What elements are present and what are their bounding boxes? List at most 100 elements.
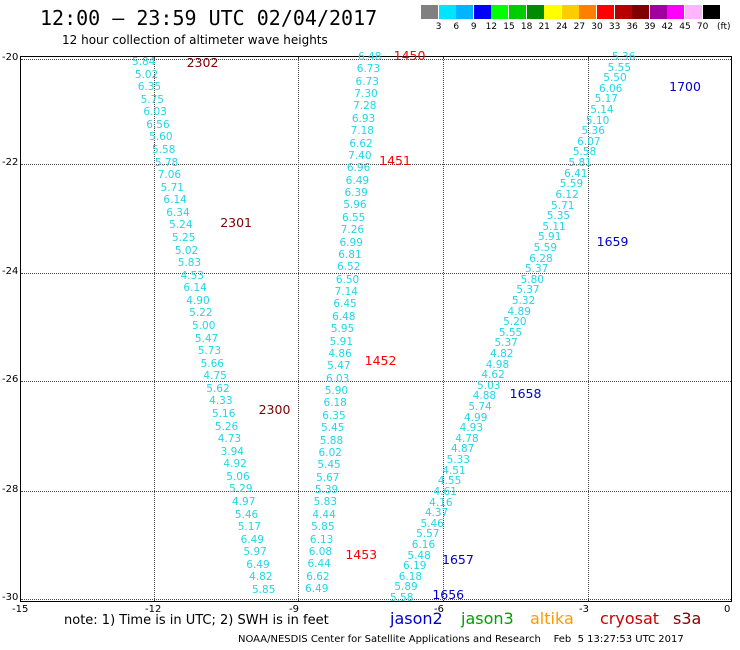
color-scale-swatch [614,5,632,19]
y-tick-label: -26 [2,374,19,385]
color-scale-swatch [438,5,456,19]
wave-height-value: 6.73 [355,75,379,88]
wave-height-value: 5.89 [394,581,418,594]
wave-height-value: 4.93 [459,422,484,435]
color-scale-label: 70 [696,22,709,32]
wave-height-value: 6.18 [323,397,347,410]
legend-item-cryosat: cryosat [600,609,660,628]
credit-line: NOAA/NESDIS Center for Satellite Applica… [238,634,684,645]
color-scale-label: 39 [644,22,656,32]
wave-height-value: 5.58 [572,146,597,159]
wave-height-value: 6.48 [332,310,356,323]
pass-time-label: 1659 [596,234,629,250]
wave-height-value: 5.95 [330,323,355,336]
y-tick-label: -28 [2,484,19,495]
wave-height-value: 6.49 [345,174,370,187]
legend-item-jason2: jason2 [390,609,443,628]
wave-height-value: 7.18 [350,125,374,138]
color-scale-label: 18 [520,22,533,32]
wave-height-value: 5.26 [214,420,239,433]
wave-height-value: 7.14 [334,286,358,299]
wave-height-value: 7.30 [354,88,378,101]
wave-height-value: 6.02 [318,446,342,459]
wave-height-value: 6.48 [358,51,382,63]
color-scale-swatch [632,5,650,19]
x-tick-label: -9 [289,604,299,615]
wave-height-value: 4.88 [472,390,497,403]
map-plot-area [20,56,732,602]
wave-height-value: 6.62 [349,137,373,150]
wave-height-value: 6.49 [240,533,264,546]
wave-height-value: 6.73 [356,63,381,76]
color-scale-label: 9 [470,22,477,32]
wave-height-value: 4.62 [481,369,505,382]
grid-line-horizontal [21,273,731,274]
wave-height-value: 5.37 [494,337,518,350]
wave-height-value: 5.02 [134,68,159,81]
wave-height-value: 5.84 [132,56,156,68]
wave-height-value: 5.25 [172,232,196,244]
x-tick-label: -3 [579,604,589,615]
wave-height-value: 6.03 [325,372,350,385]
wave-height-value: 6.81 [338,248,362,261]
wave-height-value: 5.75 [140,93,164,106]
wave-height-value: 6.28 [529,252,553,265]
wave-height-value: 6.13 [309,533,334,546]
color-scale-swatch [526,5,544,19]
color-scale-label: 6 [453,22,460,32]
wave-height-value: 5.36 [612,51,636,63]
wave-height-value: 5.59 [559,178,584,191]
pass-time-label: 1700 [669,78,701,94]
legend-item-jason3: jason3 [461,609,514,628]
wave-height-value: 5.35 [546,210,571,223]
wave-height-value: 6.16 [411,538,436,551]
color-scale-label: 3 [435,22,442,32]
color-scale-label: 42 [661,22,674,32]
wave-height-value: 5.88 [319,434,344,447]
wave-height-value: 4.99 [464,411,488,424]
wave-height-value: 4.98 [485,358,510,371]
color-scale-swatch [597,5,614,19]
grid-line-vertical [443,57,444,601]
wave-height-value: 4.97 [232,496,256,508]
wave-height-value: 5.32 [511,294,536,307]
wave-height-value: 5.37 [516,284,540,297]
wave-height-value: 5.17 [237,521,262,534]
wave-height-value: 5.00 [192,320,216,332]
wave-height-value: 6.62 [306,570,330,583]
wave-height-value: 4.78 [455,432,479,445]
y-tick-label: -22 [2,157,19,168]
pass-time-label: 1453 [345,546,378,562]
wave-height-value: 5.24 [169,219,193,232]
legend-item-s3a: s3a [673,609,702,628]
color-scale-swatch [685,5,702,19]
wave-height-value: 4.55 [437,475,462,488]
wave-height-value: 5.97 [243,546,267,559]
grid-line-vertical [154,57,155,601]
wave-height-value: 4.86 [328,347,352,360]
wave-height-value: 5.80 [520,273,544,286]
wave-height-value: 4.61 [433,485,457,498]
note-text: note: 1) Time is in UTC; 2) SWH is in fe… [64,613,329,628]
wave-height-value: 4.33 [209,395,233,408]
wave-height-value: 6.06 [598,82,623,95]
page-title: 12:00 – 23:59 UTC 02/04/2017 [40,6,378,30]
wave-height-value: 6.35 [322,409,346,422]
grid-line-horizontal [21,59,731,60]
wave-height-value: 5.58 [390,592,414,604]
pass-time-label: 1450 [393,48,426,64]
wave-height-value: 5.73 [197,345,222,358]
grid-line-horizontal [21,164,731,165]
pass-time-label: 2301 [220,214,252,230]
x-tick-label: -12 [145,604,162,615]
wave-height-value: 6.19 [403,560,427,573]
color-scale-label: 27 [573,22,586,32]
pass-time-label: 1657 [442,552,474,568]
wave-height-value: 6.39 [344,187,368,200]
wave-height-value: 5.71 [551,199,575,212]
wave-height-value: 5.10 [585,114,610,127]
wave-height-value: 5.03 [477,379,501,392]
wave-height-value: 5.17 [594,93,618,106]
wave-height-value: 5.02 [174,244,199,257]
wave-height-value: 5.91 [329,335,354,348]
